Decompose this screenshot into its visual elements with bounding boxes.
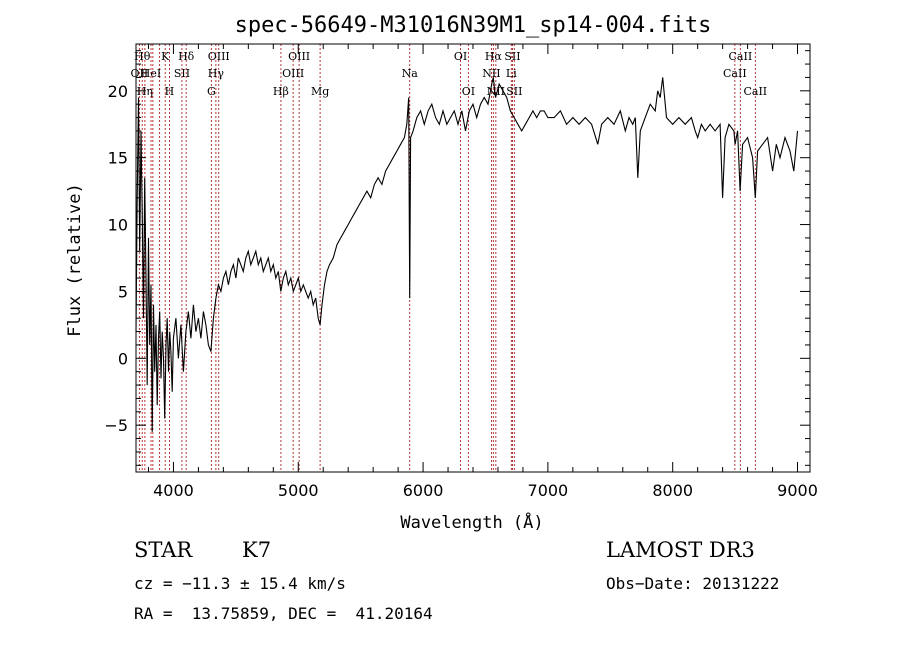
reference-line-label: NII [482,67,500,80]
x-tick-label: 4000 [153,481,194,500]
reference-line-label: SII [174,67,190,80]
reference-line-label: CaII [743,85,767,98]
reference-line-label: G [207,85,216,98]
reference-line-label: SII [506,85,522,98]
object-subclass: K7 [242,538,272,562]
reference-line-label: Hβ [273,85,289,98]
redshift-velocity: cz = −11.3 ± 15.4 km/s [134,574,346,593]
y-tick-label: −5 [104,416,128,435]
x-tick-label: 6000 [403,481,444,500]
reference-line-label: OI [462,85,475,98]
reference-line-label: Hη [137,85,153,98]
reference-line-label: OII [131,67,149,80]
observation-date: Obs−Date: 20131222 [606,574,780,593]
reference-lines [138,44,756,472]
reference-line-label: Hγ [208,67,225,80]
reference-line-label: Li [506,67,517,80]
x-axis-label: Wavelength (Å) [400,511,543,533]
reference-line-label: Hδ [178,50,195,63]
survey-name: LAMOST DR3 [606,538,755,562]
reference-line-label: SII [504,50,520,63]
reference-line-label: HeI [141,67,161,80]
x-tick-label: 5000 [278,481,319,500]
reference-line-label: H [165,85,175,98]
y-tick-label: 10 [108,216,128,235]
plot-frame [135,43,811,473]
reference-line-label: OIII [282,67,304,80]
reference-line-label: K [161,50,170,63]
reference-line-label: Hα [485,50,503,63]
y-tick-label: 15 [108,149,128,168]
x-axis: 4000 5000 6000 7000 8000 9000 [147,44,818,500]
x-tick-label: 9000 [777,481,818,500]
reference-line-label: OIII [208,50,230,63]
reference-line-label: CaII [723,67,747,80]
y-tick-label: 5 [118,282,128,301]
reference-line-label: OIII [288,50,310,63]
y-axis: −5 0 5 10 15 20 [104,50,810,466]
coordinates: RA = 13.75859, DEC = 41.20164 [134,604,433,623]
x-tick-label: 8000 [652,481,693,500]
object-class: STAR [134,538,193,562]
x-tick-label: 7000 [528,481,569,500]
reference-line-label: OI [454,50,467,63]
spectrum-line [135,77,799,432]
reference-line-label: Hθ [134,50,151,63]
y-axis-label: Flux (relative) [65,183,85,337]
reference-line-label: CaII [729,50,753,63]
y-tick-label: 0 [118,349,128,368]
reference-line-label: Mg [311,85,329,98]
reference-line-label: Na [402,67,419,80]
y-tick-label: 20 [108,82,128,101]
chart-title: spec-56649-M31016N39M1_sp14-004.fits [235,13,712,38]
